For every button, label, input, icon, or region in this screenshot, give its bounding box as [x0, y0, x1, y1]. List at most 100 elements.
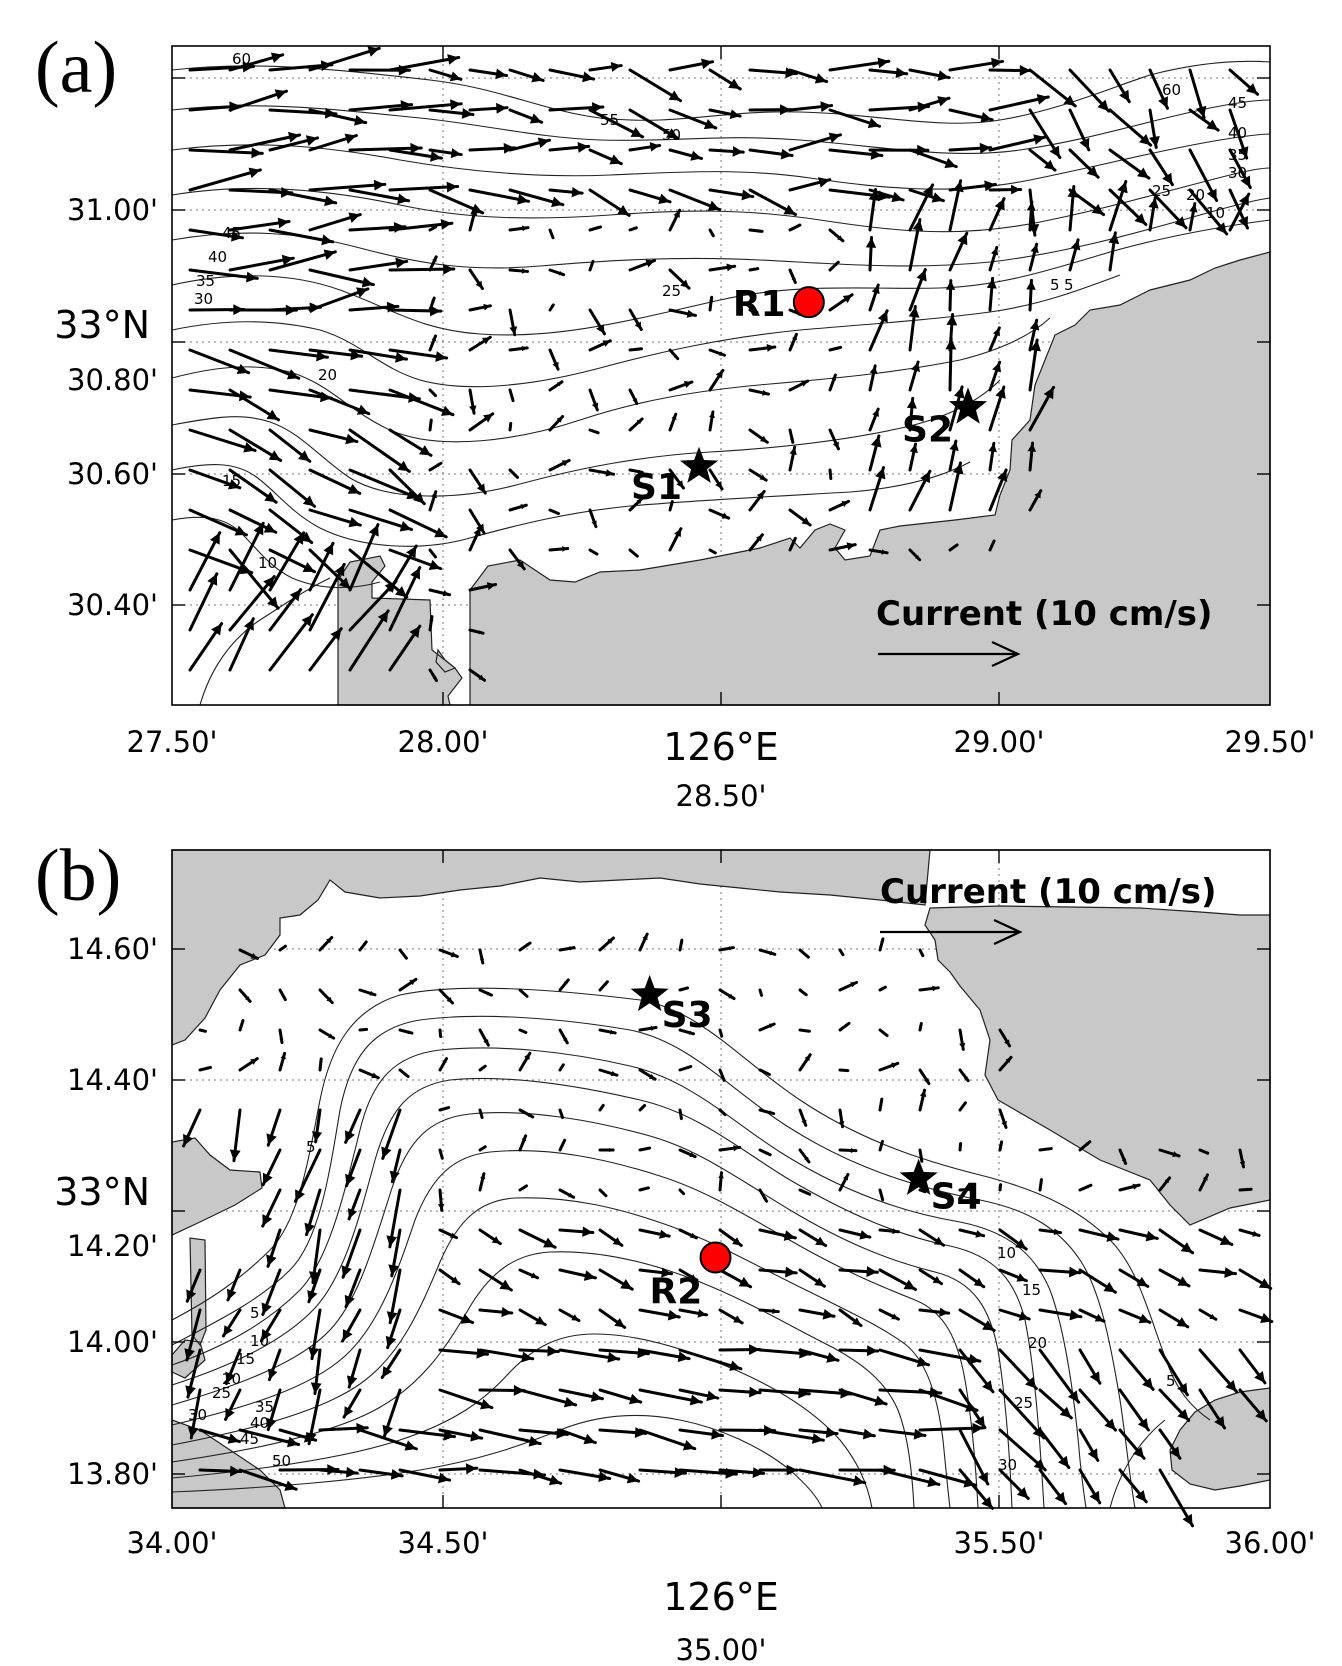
- current-vector-arrow: [588, 468, 616, 477]
- current-vector-arrow: [878, 1268, 918, 1291]
- current-vector-arrow: [238, 948, 260, 960]
- current-vector-arrow: [308, 388, 371, 416]
- current-vector-arrow: [918, 1422, 985, 1434]
- current-vector-arrow: [558, 1188, 576, 1199]
- current-vector-arrow: [518, 1468, 563, 1486]
- current-vector-arrow: [1238, 1268, 1273, 1290]
- current-vector-arrow: [1228, 68, 1260, 96]
- current-vector-arrow: [758, 988, 764, 997]
- current-vector-arrow: [558, 1226, 595, 1237]
- current-vector-arrow: [508, 137, 551, 152]
- current-vector-arrow: [238, 1428, 301, 1448]
- current-vector-arrow: [998, 1028, 1012, 1048]
- current-vector-arrow: [668, 500, 674, 512]
- current-vector-arrow: [388, 388, 455, 417]
- current-vector-arrow: [388, 148, 443, 162]
- contour-label: 5: [1050, 276, 1060, 294]
- current-vector-arrow: [188, 167, 262, 192]
- current-vector-arrow: [1198, 1228, 1234, 1246]
- current-vector-arrow: [198, 1065, 212, 1072]
- current-vector-arrow: [718, 1145, 742, 1152]
- current-vector-arrow: [718, 1228, 743, 1247]
- current-vector-arrow: [798, 1028, 811, 1033]
- current-vector-arrow: [718, 1028, 724, 1038]
- current-vector-arrow: [1118, 1468, 1148, 1504]
- current-vector-arrow: [1068, 148, 1100, 179]
- x-tick-label: 36.00': [1225, 1526, 1316, 1560]
- current-vector-arrow: [628, 259, 657, 272]
- current-vector-arrow: [708, 548, 717, 555]
- station-r2-circle: [699, 1241, 732, 1274]
- current-vector-arrow: [438, 1463, 479, 1475]
- current-vector-arrow: [348, 548, 409, 599]
- current-vector-arrow: [588, 428, 600, 435]
- y-tick-label: 31.00': [67, 193, 158, 227]
- current-vector-arrow: [268, 348, 329, 362]
- current-vector-arrow: [918, 1348, 982, 1365]
- current-vector-arrow: [1148, 196, 1159, 232]
- current-vector-arrow: [558, 1063, 565, 1072]
- current-vector-arrow: [828, 373, 837, 392]
- legend-arrowhead-icon: [993, 919, 1023, 945]
- current-vector-arrow: [1118, 1388, 1150, 1432]
- current-vector-arrow: [788, 132, 842, 152]
- current-vector-arrow: [548, 102, 605, 114]
- current-vector-arrow: [828, 499, 851, 512]
- current-vector-arrow: [293, 1148, 322, 1203]
- current-vector-arrow: [348, 188, 411, 205]
- current-vector-arrow: [988, 539, 996, 552]
- current-vector-arrow: [438, 1308, 475, 1325]
- current-vector-arrow: [188, 147, 264, 159]
- current-vector-arrow: [998, 1308, 1031, 1321]
- contour-label: 20: [1028, 1334, 1047, 1352]
- current-vector-arrow: [798, 1053, 812, 1072]
- current-vector-arrow: [758, 1308, 780, 1315]
- current-vector-arrow: [1028, 242, 1039, 272]
- current-vector-arrow: [945, 279, 956, 312]
- current-vector-arrow: [748, 489, 766, 512]
- current-vector-arrow: [588, 508, 598, 529]
- current-vector-arrow: [1026, 200, 1036, 232]
- current-vector-arrow: [868, 434, 882, 472]
- current-vector-arrow: [228, 428, 283, 462]
- current-vector-arrow: [868, 309, 889, 352]
- current-vector-arrow: [188, 572, 219, 632]
- current-vector-arrow: [518, 1051, 532, 1072]
- current-vector-arrow: [1188, 108, 1220, 132]
- current-vector-arrow: [1038, 1147, 1053, 1152]
- current-vector-arrow: [1238, 1308, 1274, 1324]
- current-vector-arrow: [1198, 1267, 1237, 1278]
- station-r1-label: R1: [733, 284, 786, 325]
- current-vector-arrow: [468, 526, 482, 552]
- current-vector-arrow: [1038, 1468, 1068, 1506]
- current-vector-arrow: [638, 1186, 650, 1192]
- current-vector-arrow: [348, 428, 411, 473]
- current-vector-arrow: [878, 1228, 900, 1235]
- current-vector-arrow: [228, 575, 276, 632]
- current-vector-arrow: [868, 407, 880, 432]
- current-vector-arrow: [558, 978, 570, 992]
- current-vector-arrow: [438, 1428, 484, 1442]
- current-vector-arrow: [758, 1108, 776, 1116]
- current-vector-arrow: [628, 388, 639, 405]
- current-vector-arrow: [308, 46, 381, 72]
- current-vector-arrow: [718, 1308, 744, 1325]
- current-vector-arrow: [388, 548, 443, 571]
- panel-b-legend: Current (10 cm/s): [880, 872, 1217, 945]
- current-vector-arrow: [548, 508, 561, 516]
- current-vector-arrow: [828, 345, 843, 352]
- contour-label: 60: [1162, 81, 1181, 99]
- current-vector-arrow: [708, 368, 725, 392]
- current-vector-arrow: [428, 490, 438, 512]
- current-vector-arrow: [838, 1228, 872, 1240]
- current-vector-arrow: [958, 1142, 963, 1152]
- current-vector-arrow: [668, 108, 718, 130]
- current-vector-arrow: [508, 422, 513, 432]
- current-vector-arrow: [388, 468, 426, 506]
- current-vector-arrow: [1028, 68, 1077, 108]
- panel-a-tick-marks: [172, 46, 1270, 705]
- x-tick-label: 28.00': [398, 725, 489, 759]
- current-vector-arrow: [308, 508, 362, 528]
- current-vector-arrow: [708, 508, 731, 520]
- current-vector-arrow: [1028, 385, 1056, 432]
